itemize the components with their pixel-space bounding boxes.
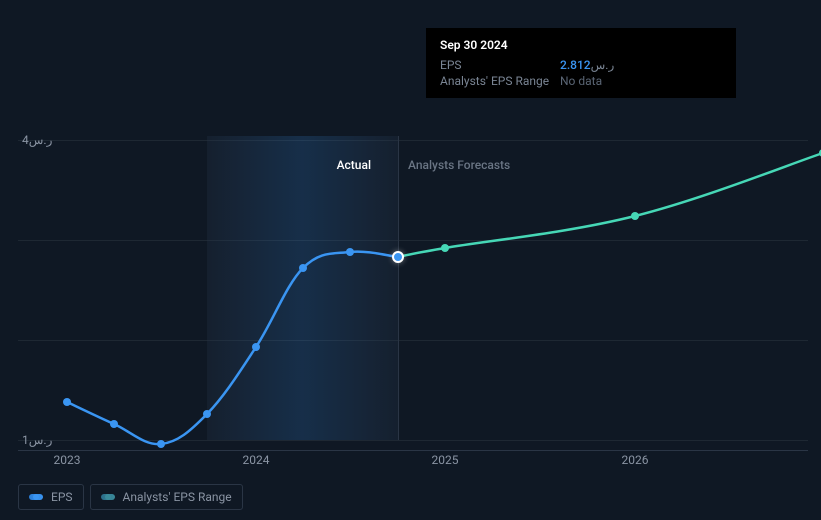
tooltip-date: Sep 30 2024	[440, 38, 722, 52]
chart-legend: EPS Analysts' EPS Range	[18, 484, 243, 510]
highlighted-point[interactable]	[392, 251, 404, 263]
actual-point-6[interactable]	[346, 248, 354, 256]
tooltip-range-value: No data	[560, 74, 602, 88]
actual-point-1[interactable]	[110, 420, 118, 428]
eps-chart: Actual Analysts Forecasts 4ر.س 1ر.س 2023…	[18, 10, 808, 440]
legend-item-range[interactable]: Analysts' EPS Range	[90, 484, 243, 510]
legend-item-eps[interactable]: EPS	[18, 484, 84, 510]
forecast-point-2[interactable]	[631, 212, 639, 220]
legend-swatch-range	[101, 494, 115, 500]
tooltip-eps-suffix: ر.س	[591, 58, 615, 72]
actual-point-4[interactable]	[252, 343, 260, 351]
actual-point-3[interactable]	[203, 410, 211, 418]
tooltip-row-eps: EPS 2.812ر.س	[440, 58, 722, 72]
x-axis-line	[18, 450, 808, 451]
actual-point-5[interactable]	[299, 264, 307, 272]
actual-point-2[interactable]	[157, 440, 165, 448]
x-tick-2023: 2023	[54, 453, 81, 467]
x-tick-2025: 2025	[432, 453, 459, 467]
x-tick-2024: 2024	[243, 453, 270, 467]
gridline-1	[18, 440, 808, 441]
tooltip-range-label: Analysts' EPS Range	[440, 74, 560, 88]
tooltip-eps-label: EPS	[440, 58, 560, 72]
forecast-point-1[interactable]	[441, 244, 449, 252]
actual-point-0[interactable]	[63, 398, 71, 406]
tooltip-eps-value: 2.812ر.س	[560, 58, 614, 72]
tooltip-eps-num: 2.812	[560, 58, 591, 72]
legend-range-label: Analysts' EPS Range	[123, 490, 232, 504]
tooltip-row-range: Analysts' EPS Range No data	[440, 74, 722, 88]
x-tick-2026: 2026	[622, 453, 649, 467]
legend-swatch-eps	[29, 494, 43, 500]
legend-eps-label: EPS	[51, 490, 73, 504]
chart-tooltip: Sep 30 2024 EPS 2.812ر.س Analysts' EPS R…	[426, 28, 736, 98]
